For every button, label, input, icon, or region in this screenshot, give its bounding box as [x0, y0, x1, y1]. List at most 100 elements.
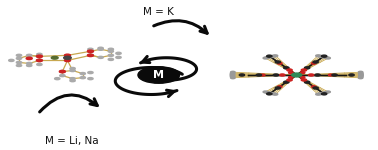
Circle shape: [313, 87, 318, 89]
Circle shape: [230, 75, 235, 76]
Circle shape: [288, 72, 293, 74]
Circle shape: [269, 93, 274, 94]
Circle shape: [88, 48, 93, 50]
Circle shape: [70, 69, 75, 72]
Circle shape: [98, 48, 103, 50]
Circle shape: [64, 56, 71, 59]
Circle shape: [301, 72, 305, 74]
Circle shape: [16, 61, 22, 63]
Circle shape: [256, 74, 262, 76]
Circle shape: [88, 72, 93, 74]
Circle shape: [265, 92, 270, 93]
Circle shape: [108, 48, 113, 50]
Circle shape: [70, 68, 75, 70]
Circle shape: [267, 92, 271, 94]
Circle shape: [51, 56, 58, 59]
Circle shape: [311, 86, 316, 88]
Text: M: M: [153, 70, 164, 80]
Circle shape: [318, 93, 322, 95]
Circle shape: [108, 50, 113, 52]
Circle shape: [70, 80, 75, 82]
Circle shape: [26, 57, 32, 60]
Circle shape: [231, 77, 235, 79]
Circle shape: [359, 76, 363, 78]
Circle shape: [26, 62, 32, 64]
Circle shape: [326, 91, 330, 93]
Circle shape: [359, 74, 363, 75]
Circle shape: [320, 93, 324, 94]
Text: M = K: M = K: [143, 7, 174, 17]
Circle shape: [275, 87, 280, 89]
Circle shape: [321, 55, 327, 57]
Circle shape: [16, 54, 22, 56]
Circle shape: [60, 70, 65, 73]
Circle shape: [359, 75, 363, 76]
Circle shape: [280, 74, 285, 76]
Circle shape: [266, 93, 272, 95]
Circle shape: [263, 91, 268, 93]
Circle shape: [267, 56, 271, 58]
Circle shape: [287, 79, 292, 81]
Circle shape: [358, 77, 363, 79]
Circle shape: [98, 56, 103, 58]
Circle shape: [273, 55, 278, 57]
Circle shape: [80, 72, 85, 75]
Circle shape: [324, 57, 328, 59]
Circle shape: [26, 54, 32, 56]
Circle shape: [273, 93, 278, 95]
Circle shape: [277, 86, 282, 88]
Circle shape: [108, 58, 113, 60]
Circle shape: [88, 50, 93, 52]
Circle shape: [322, 92, 327, 94]
Circle shape: [316, 55, 320, 57]
Circle shape: [284, 67, 289, 69]
Circle shape: [271, 93, 276, 95]
Circle shape: [9, 59, 14, 62]
Circle shape: [292, 73, 302, 77]
Circle shape: [359, 72, 363, 74]
Circle shape: [288, 76, 293, 78]
Circle shape: [263, 57, 268, 59]
Circle shape: [64, 59, 71, 62]
Circle shape: [269, 56, 274, 57]
Circle shape: [16, 57, 22, 59]
Circle shape: [322, 56, 327, 58]
Circle shape: [37, 63, 42, 66]
Circle shape: [260, 74, 265, 76]
Circle shape: [59, 70, 65, 73]
Circle shape: [324, 92, 328, 93]
Circle shape: [98, 47, 103, 49]
Text: M = Li, Na: M = Li, Na: [45, 136, 99, 146]
Circle shape: [116, 56, 121, 58]
Circle shape: [273, 74, 279, 76]
Circle shape: [308, 74, 314, 76]
Circle shape: [271, 55, 276, 57]
Circle shape: [37, 55, 42, 57]
Circle shape: [287, 69, 292, 71]
Circle shape: [239, 74, 245, 76]
Circle shape: [88, 78, 93, 80]
Circle shape: [54, 78, 60, 80]
Circle shape: [349, 74, 354, 76]
Circle shape: [87, 54, 93, 57]
Circle shape: [230, 76, 235, 78]
Circle shape: [266, 55, 272, 57]
Circle shape: [60, 75, 65, 77]
Circle shape: [231, 71, 235, 73]
Circle shape: [320, 56, 324, 57]
Circle shape: [301, 76, 305, 78]
Circle shape: [36, 59, 42, 62]
Circle shape: [277, 62, 282, 64]
Circle shape: [313, 61, 318, 63]
Circle shape: [16, 64, 22, 66]
Circle shape: [26, 64, 32, 66]
Circle shape: [36, 55, 42, 58]
Circle shape: [37, 53, 42, 55]
Circle shape: [326, 57, 330, 59]
Circle shape: [138, 67, 180, 83]
Circle shape: [315, 74, 320, 76]
Circle shape: [304, 81, 310, 83]
Circle shape: [321, 93, 327, 95]
Circle shape: [88, 54, 93, 56]
Circle shape: [332, 74, 337, 76]
